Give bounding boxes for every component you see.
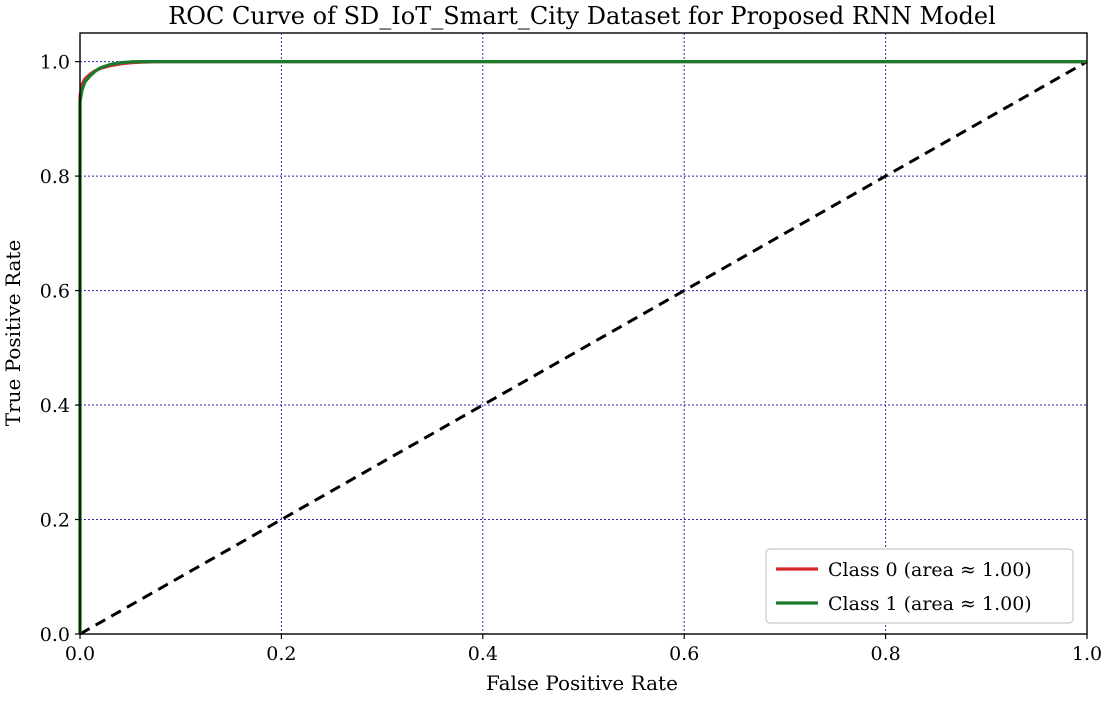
x-tick-label: 0.4 bbox=[468, 643, 498, 665]
x-tick-label: 0.6 bbox=[669, 643, 699, 665]
x-tick-label: 1.0 bbox=[1072, 643, 1102, 665]
x-axis-label: False Positive Rate bbox=[486, 671, 678, 695]
legend-box bbox=[765, 548, 1074, 624]
legend-label-class-0: Class 0 (area ≈ 1.00) bbox=[828, 559, 1032, 581]
y-tick-label: 0.0 bbox=[40, 624, 70, 646]
y-tick-label: 0.6 bbox=[40, 281, 70, 303]
chart-title: ROC Curve of SD_IoT_Smart_City Dataset f… bbox=[168, 2, 996, 30]
chance-diagonal-line bbox=[79, 60, 1088, 636]
reference-line-layer bbox=[79, 60, 1088, 636]
legend-label-class-1: Class 1 (area ≈ 1.00) bbox=[828, 593, 1032, 615]
roc-curve-class-1 bbox=[78, 60, 1087, 634]
y-tick-label: 1.0 bbox=[40, 52, 70, 74]
series-layer bbox=[78, 60, 1087, 634]
grid-lines bbox=[79, 33, 1088, 635]
y-axis-label: True Positive Rate bbox=[1, 240, 25, 427]
legend: Class 0 (area ≈ 1.00) Class 1 (area ≈ 1.0… bbox=[765, 548, 1074, 624]
x-tick-label: 0.8 bbox=[870, 643, 900, 665]
y-tick-label: 0.8 bbox=[40, 166, 70, 188]
plot-frame bbox=[79, 32, 1088, 635]
x-axis-ticks: 0.0 0.2 0.4 0.6 0.8 1.0 bbox=[65, 634, 1102, 665]
y-tick-label: 0.4 bbox=[40, 395, 70, 417]
x-tick-label: 0.2 bbox=[266, 643, 296, 665]
y-axis-ticks: 0.0 0.2 0.4 0.6 0.8 1.0 bbox=[40, 52, 80, 646]
x-tick-label: 0.0 bbox=[65, 643, 95, 665]
y-tick-label: 0.2 bbox=[40, 510, 70, 532]
